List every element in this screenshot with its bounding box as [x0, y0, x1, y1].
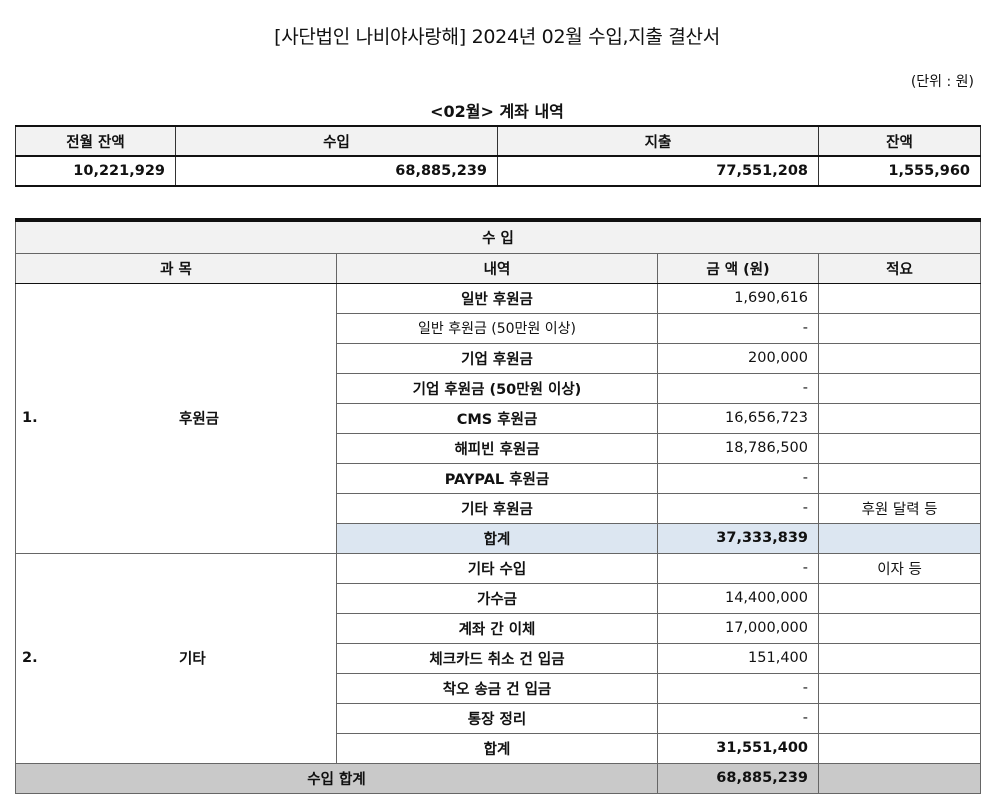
row-amount: - [657, 462, 819, 494]
row-note [817, 582, 982, 614]
row-note [817, 342, 982, 374]
table-row: 해피빈 후원금 18,786,500 [16, 432, 982, 464]
income-table: 수 입 과 목 내역 금 액 (원) 적요 1. 후원금 일반 후원금 1,69… [14, 218, 982, 794]
table-row: CMS 후원금 16,656,723 [16, 402, 982, 434]
income-total-label: 수입 합계 [15, 762, 658, 794]
row-note [817, 312, 982, 344]
row-note [817, 462, 982, 494]
summary-value-row: 10,221,929 68,885,239 77,551,208 1,555,9… [15, 155, 981, 187]
row-amount: - [657, 372, 819, 404]
category-name: 후원금 [179, 411, 220, 428]
table-row: 계좌 간 이체 17,000,000 [16, 612, 982, 644]
value-prev-balance: 10,221,929 [15, 155, 176, 187]
subtotal-amount: 31,551,400 [657, 732, 819, 764]
row-amount: 17,000,000 [657, 612, 819, 644]
unit-label: (단위 : 원) [910, 74, 974, 90]
category-number: 2. [22, 650, 38, 666]
income-section-row: 수 입 [14, 218, 982, 254]
category-cell: 2. 기타 [15, 552, 337, 764]
table-row: 1. 후원금 일반 후원금 1,690,616 [15, 282, 982, 554]
row-note: 이자 등 [817, 552, 982, 584]
value-expense: 77,551,208 [497, 155, 819, 187]
row-item: 기업 후원금 [336, 342, 658, 374]
table-row: 가수금 14,400,000 [16, 582, 982, 614]
table-row: 통장 정리 - [16, 702, 982, 734]
row-note [817, 672, 982, 704]
header-income: 수입 [175, 125, 498, 157]
row-amount: 16,656,723 [657, 402, 819, 434]
row-amount: 1,690,616 [657, 282, 819, 314]
subtotal-note [817, 732, 982, 764]
header-expense: 지출 [497, 125, 819, 157]
row-note [817, 702, 982, 734]
row-note [817, 402, 982, 434]
row-item: 일반 후원금 [336, 282, 658, 314]
value-income: 68,885,239 [175, 155, 498, 187]
row-item: CMS 후원금 [336, 402, 658, 434]
row-amount: 200,000 [657, 342, 819, 374]
table-row: 2. 기타 기타 수입 - 이자 등 [15, 552, 982, 764]
income-total-row: 수입 합계 68,885,239 [15, 762, 982, 794]
table-row: 기업 후원금 (50만원 이상) - [16, 372, 982, 404]
row-item: 기업 후원금 (50만원 이상) [336, 372, 658, 404]
header-note: 적요 [817, 252, 982, 284]
subtotal-amount: 37,333,839 [657, 522, 819, 554]
row-amount: - [657, 552, 819, 584]
category-cell: 1. 후원금 [15, 282, 337, 554]
row-amount: - [657, 702, 819, 734]
document-title: [사단법인 나비야사랑해] 2024년 02월 수입,지출 결산서 [274, 26, 720, 48]
header-amount: 금 액 (원) [657, 252, 819, 284]
row-amount: 14,400,000 [657, 582, 819, 614]
row-item: PAYPAL 후원금 [336, 462, 658, 494]
subtotal-label: 합계 [336, 732, 658, 764]
row-item: 일반 후원금 (50만원 이상) [336, 312, 658, 344]
table-row: PAYPAL 후원금 - [16, 462, 982, 494]
row-item: 가수금 [336, 582, 658, 614]
row-item: 기타 후원금 [336, 492, 658, 524]
row-note: 후원 달력 등 [817, 492, 982, 524]
table-row: 기업 후원금 200,000 [16, 342, 982, 374]
row-item: 기타 수입 [336, 552, 658, 584]
header-prev-balance: 전월 잔액 [15, 125, 176, 157]
row-amount: - [657, 672, 819, 704]
subtotal-row: 합계 31,551,400 [16, 732, 982, 764]
row-note [817, 612, 982, 644]
table-row: 일반 후원금 (50만원 이상) - [16, 312, 982, 344]
row-item: 계좌 간 이체 [336, 612, 658, 644]
header-balance: 잔액 [818, 125, 981, 157]
row-note [817, 282, 982, 314]
category-number: 1. [22, 410, 38, 426]
account-summary-table: 전월 잔액 수입 지출 잔액 10,221,929 68,885,239 77,… [15, 125, 981, 187]
income-total-note [817, 762, 982, 794]
summary-header-row: 전월 잔액 수입 지출 잔액 [15, 125, 981, 157]
income-section-title: 수 입 [14, 218, 982, 254]
row-note [817, 642, 982, 674]
value-balance: 1,555,960 [818, 155, 981, 187]
row-amount: - [657, 492, 819, 524]
account-summary-title: <02월> 계좌 내역 [430, 102, 564, 121]
category-name: 기타 [179, 651, 206, 668]
row-item: 해피빈 후원금 [336, 432, 658, 464]
subtotal-label: 합계 [336, 522, 658, 554]
row-amount: 18,786,500 [657, 432, 819, 464]
row-note [817, 372, 982, 404]
income-header-row: 과 목 내역 금 액 (원) 적요 [15, 252, 982, 284]
row-note [817, 432, 982, 464]
row-item: 체크카드 취소 건 입금 [336, 642, 658, 674]
row-item: 착오 송금 건 입금 [336, 672, 658, 704]
row-amount: - [657, 312, 819, 344]
subtotal-note [817, 522, 982, 554]
header-category: 과 목 [15, 252, 337, 284]
row-item: 통장 정리 [336, 702, 658, 734]
row-amount: 151,400 [657, 642, 819, 674]
header-detail: 내역 [336, 252, 658, 284]
income-total-amount: 68,885,239 [657, 762, 819, 794]
